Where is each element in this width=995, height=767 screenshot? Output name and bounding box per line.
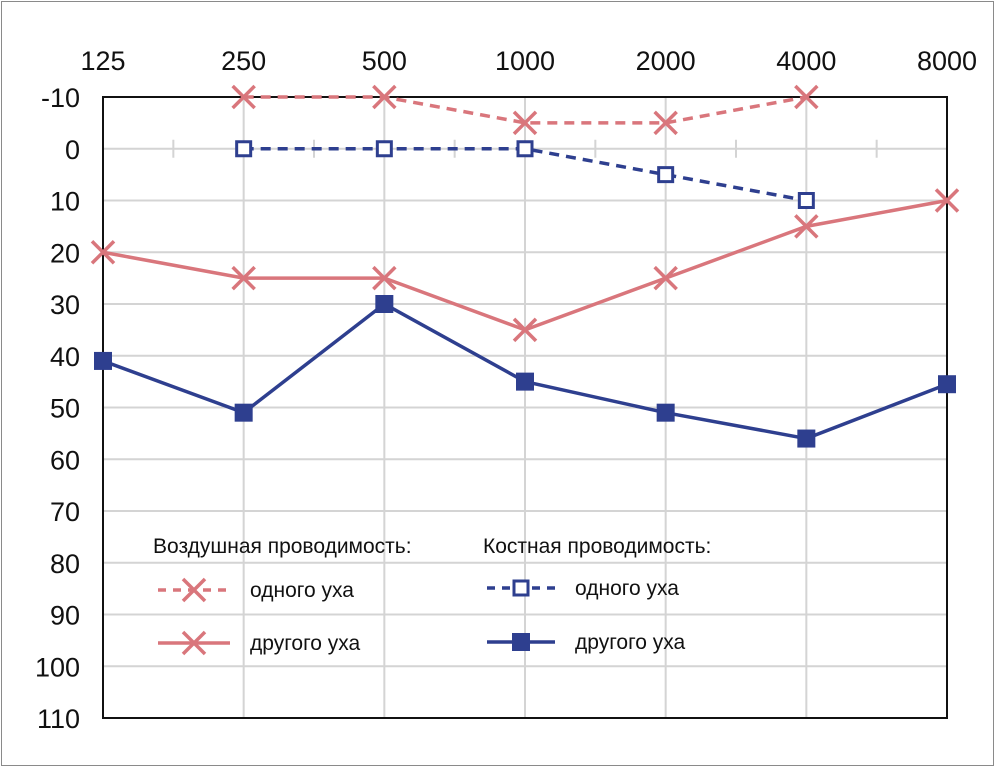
filled-square-marker: [938, 375, 956, 394]
legend-label: другого уха: [575, 631, 686, 654]
y-tick-label: 90: [50, 601, 80, 631]
x-tick-label: 2000: [636, 46, 696, 76]
legend-label: одного уха: [250, 579, 354, 602]
filled-square-marker: [234, 403, 253, 422]
x-marker: [512, 317, 538, 343]
x-marker: [794, 214, 819, 239]
y-tick-label: 80: [50, 549, 80, 579]
y-tick-label: 70: [50, 497, 80, 527]
open-square-marker: [797, 192, 815, 209]
plot-area-border: [102, 96, 948, 719]
x-marker: [653, 265, 678, 291]
y-tick-label: 0: [65, 135, 80, 165]
legend-label: одного уха: [575, 577, 679, 600]
filled-square-marker: [94, 351, 112, 370]
x-tick-label: 500: [362, 46, 407, 76]
filled-square-marker: [656, 403, 675, 422]
y-tick-label: 20: [50, 238, 80, 268]
y-tick-label: 100: [35, 652, 80, 682]
x-marker: [372, 84, 397, 110]
x-tick-label: 8000: [917, 46, 977, 76]
x-tick-label: 1000: [495, 46, 555, 76]
filled-square-marker: [516, 372, 534, 391]
y-tick-label: 50: [50, 394, 80, 424]
open-square-marker: [657, 166, 675, 184]
open-square-marker: [516, 140, 534, 158]
x-tick-label: 250: [221, 46, 266, 76]
y-tick-label: 40: [50, 342, 80, 372]
x-marker: [794, 84, 819, 110]
y-tick-label: 10: [50, 187, 80, 217]
x-marker: [181, 630, 207, 656]
x-marker: [653, 110, 678, 136]
open-square-marker: [375, 140, 393, 158]
x-marker: [512, 110, 538, 136]
filled-square-marker: [797, 429, 816, 448]
filled-square-marker: [375, 295, 394, 313]
legend-title-bone: Костная проводимость:: [483, 535, 711, 558]
open-square-marker: [235, 140, 253, 158]
y-tick-label: 110: [37, 704, 80, 734]
x-marker: [231, 265, 256, 291]
series-line-air-0: [243, 95, 807, 125]
y-tick-label: -10: [41, 83, 80, 113]
legend-label: другого уха: [250, 632, 361, 655]
x-marker: [231, 84, 256, 110]
x-marker: [934, 188, 960, 213]
x-marker: [372, 265, 397, 291]
y-tick-label: 30: [50, 290, 80, 320]
filled-square-marker: [512, 633, 530, 651]
y-tick-label: 60: [50, 445, 80, 475]
x-marker: [181, 577, 207, 603]
x-tick-label: 125: [80, 46, 125, 76]
x-marker: [90, 240, 116, 265]
legend-title-air: Воздушная проводимость:: [153, 535, 412, 558]
x-tick-label: 4000: [776, 46, 836, 76]
open-square-marker: [512, 579, 530, 597]
